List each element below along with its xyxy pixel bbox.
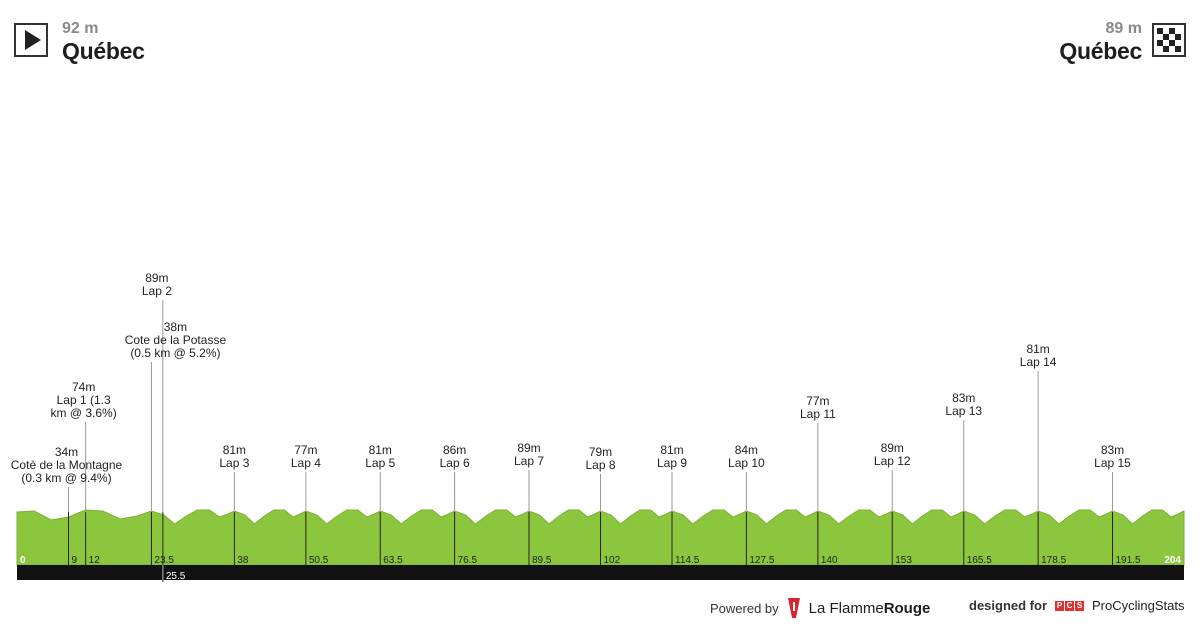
marker-label-line: 81m bbox=[223, 443, 246, 457]
marker-label-line: 81m bbox=[369, 443, 392, 457]
marker-label-line: 81m bbox=[1026, 342, 1049, 356]
distance-tick-label: 127.5 bbox=[749, 555, 774, 566]
distance-tick-label: 63.5 bbox=[383, 555, 403, 566]
marker-label-line: Lap 9 bbox=[657, 456, 687, 470]
marker-label-line: Lap 11 bbox=[800, 407, 836, 421]
marker-label-line: Lap 10 bbox=[728, 456, 765, 470]
marker-label-line: 84m bbox=[735, 443, 758, 457]
finish-city: Québec bbox=[1059, 38, 1142, 64]
distance-tick-label: 102 bbox=[604, 555, 621, 566]
finish-elevation: 89 m bbox=[1105, 20, 1142, 37]
marker-label-line: 83m bbox=[1101, 443, 1124, 457]
marker-label-line: Lap 4 bbox=[291, 456, 321, 470]
distance-tick-label: 204 bbox=[1164, 555, 1181, 566]
distance-tick-label: 0 bbox=[20, 555, 26, 566]
marker-label-line: Lap 3 bbox=[219, 456, 249, 470]
distance-tick-label: 191.5 bbox=[1115, 555, 1140, 566]
distance-tick-label: 153 bbox=[895, 555, 912, 566]
distance-tick-label: 9 bbox=[71, 555, 77, 566]
distance-tick-label: 165.5 bbox=[967, 555, 992, 566]
marker-label-line: 81m bbox=[660, 443, 683, 457]
distance-tick-label: 89.5 bbox=[532, 555, 552, 566]
flame-logo-icon bbox=[787, 598, 801, 618]
distance-tick-label: 140 bbox=[821, 555, 838, 566]
distance-tick-label: 114.5 bbox=[675, 555, 700, 566]
finish-header: 89 m Québec bbox=[1059, 20, 1186, 64]
designed-for-text: designed for bbox=[969, 598, 1048, 613]
distance-tick-label: 38 bbox=[237, 555, 249, 566]
distance-base-bar bbox=[17, 565, 1184, 580]
marker-label-line: Lap 7 bbox=[514, 454, 544, 468]
pcs-label: ProCyclingStats bbox=[1092, 598, 1185, 613]
marker-label-line: Lap 5 bbox=[365, 456, 395, 470]
marker-label-line: 77m bbox=[806, 394, 829, 408]
start-city: Québec bbox=[62, 38, 145, 64]
marker-label-line: 34m bbox=[55, 445, 78, 459]
marker-label-line: km @ 3.6%) bbox=[51, 406, 117, 420]
start-elevation: 92 m bbox=[62, 20, 99, 37]
powered-by-text: Powered by bbox=[710, 600, 779, 616]
powered-by-credit: Powered by La FlammeRouge bbox=[710, 598, 930, 618]
marker-label-line: Cote de la Potasse bbox=[125, 333, 227, 347]
extra-tick-label: 25.5 bbox=[166, 571, 186, 582]
play-icon bbox=[14, 23, 48, 57]
marker-label-line: (0.5 km @ 5.2%) bbox=[130, 346, 220, 360]
marker-label-line: Lap 14 bbox=[1020, 355, 1057, 369]
brand-name-part2: Rouge bbox=[883, 599, 931, 617]
marker-label-line: 86m bbox=[443, 443, 466, 457]
start-header: 92 m Québec bbox=[14, 20, 145, 64]
marker-label-line: Cotè de la Montagne bbox=[11, 458, 123, 472]
marker-label-line: Lap 6 bbox=[440, 456, 470, 470]
marker-label-line: Lap 1 (1.3 bbox=[57, 393, 111, 407]
distance-tick-label: 50.5 bbox=[309, 555, 329, 566]
brand-name-part1: La Flamme bbox=[808, 599, 884, 617]
marker-label-line: Lap 13 bbox=[945, 404, 982, 418]
checkered-flag-icon bbox=[1152, 23, 1186, 57]
marker-label-line: 74m bbox=[72, 380, 95, 394]
marker-label-line: Lap 2 bbox=[142, 284, 172, 298]
marker-label-line: 38m bbox=[164, 320, 187, 334]
marker-label-line: 89m bbox=[145, 271, 168, 285]
marker-label-line: 79m bbox=[589, 445, 612, 459]
marker-label-line: Lap 12 bbox=[874, 454, 911, 468]
marker-label-line: 83m bbox=[952, 391, 975, 405]
distance-tick-label: 76.5 bbox=[458, 555, 478, 566]
marker-label-line: 89m bbox=[881, 441, 904, 455]
marker-label-line: Lap 8 bbox=[585, 458, 615, 472]
distance-tick-label: 23.5 bbox=[154, 555, 174, 566]
marker-label-line: 77m bbox=[294, 443, 317, 457]
marker-label-line: Lap 15 bbox=[1094, 456, 1131, 470]
distance-tick-label: 178.5 bbox=[1041, 555, 1066, 566]
distance-tick-label: 12 bbox=[89, 555, 101, 566]
marker-label-line: (0.3 km @ 9.4%) bbox=[21, 471, 111, 485]
marker-label-line: 89m bbox=[517, 441, 540, 455]
